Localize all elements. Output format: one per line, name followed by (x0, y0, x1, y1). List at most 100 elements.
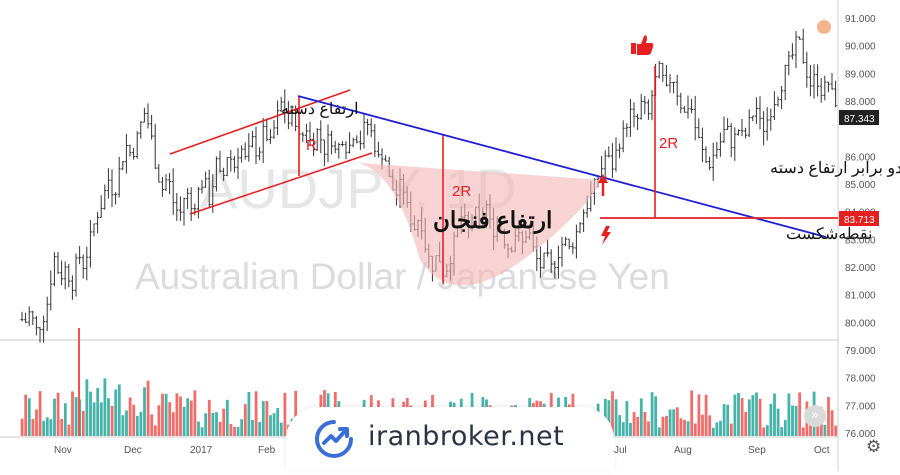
last-price-tag: 87.343 (839, 110, 879, 125)
volume-bar (816, 419, 820, 436)
volume-bar (733, 394, 737, 436)
volume-bar (701, 414, 704, 436)
time-axis: Nov Dec 2017 Feb Jul Aug Sep Oct (54, 445, 830, 456)
handle-channel-bottom (189, 152, 373, 215)
price-bar (344, 141, 348, 160)
volume-bar (35, 409, 38, 436)
price-bar (636, 113, 640, 130)
volume-bar (251, 420, 254, 436)
volume-bar (161, 393, 164, 436)
volume-bar (686, 421, 690, 436)
price-bar (319, 120, 323, 154)
volume-bar (747, 399, 751, 436)
price-bar (326, 124, 330, 163)
price-bar (830, 72, 834, 90)
price-bar (254, 126, 258, 165)
price-bar (560, 236, 564, 267)
price-bar (56, 251, 60, 274)
price-bar (92, 223, 96, 237)
price-bar (628, 99, 632, 137)
price-bar (765, 107, 769, 141)
price-bar (117, 156, 121, 198)
price-bar (142, 107, 146, 123)
price-bar (553, 261, 557, 279)
volume-bar (229, 424, 233, 436)
gear-icon[interactable]: ⚙ (866, 437, 882, 457)
price-bar (762, 111, 766, 146)
price-bar (808, 64, 812, 97)
price-bar (243, 142, 247, 160)
price-bar (358, 130, 362, 150)
volume-bar (740, 398, 744, 436)
price-bar (790, 43, 794, 60)
volume-bar (74, 397, 78, 436)
scroll-right-button[interactable]: » (804, 405, 826, 427)
price-bar (132, 147, 136, 160)
volume-bar (27, 398, 31, 436)
price-bar (85, 246, 89, 281)
time-tick-label: Jul (614, 445, 627, 456)
twice-handle-label: دو برابر ارتفاع دسته (770, 160, 900, 177)
volume-bar (708, 415, 712, 436)
price-bar (376, 141, 380, 158)
price-bar (643, 95, 647, 115)
price-bar (542, 252, 546, 270)
handle-height-label: ارتفاع دسته (281, 101, 359, 118)
price-bar (182, 197, 186, 226)
volume-bar (215, 412, 218, 436)
price-bar (247, 133, 251, 162)
price-bar (603, 150, 607, 180)
price-bar (279, 96, 283, 112)
volume-bar (665, 415, 668, 436)
price-bar (747, 109, 751, 138)
volume-bar (607, 400, 611, 436)
volume-bar (614, 399, 618, 436)
price-bar (564, 236, 568, 247)
price-bar (740, 118, 744, 137)
volume-bar (222, 408, 226, 436)
price-bar (20, 311, 24, 322)
time-tick-label: Oct (814, 445, 830, 456)
volume-bar (625, 401, 629, 436)
price-bar (168, 173, 172, 195)
volume-bar (247, 392, 251, 436)
volume-bar (20, 418, 24, 436)
volume-bar (125, 410, 128, 436)
price-bar (229, 149, 233, 172)
price-bar (128, 144, 132, 157)
volume-bar (823, 424, 827, 436)
volume-bar (132, 404, 136, 436)
last-price-value: 87.343 (844, 114, 875, 125)
volume-bar (765, 425, 769, 436)
volume-bar (773, 393, 776, 436)
resistance-trendline (297, 95, 827, 238)
price-bar (337, 142, 341, 159)
price-bar (826, 81, 830, 93)
price-bar (578, 222, 582, 234)
volume-bar (197, 421, 200, 436)
price-bar (139, 120, 143, 139)
volume-bar (783, 420, 787, 436)
volume-bar (283, 392, 287, 436)
price-bar (38, 327, 42, 343)
price-bar (99, 195, 103, 218)
volume-bar (654, 396, 658, 436)
price-bar (70, 275, 74, 300)
alert-dot-icon[interactable] (817, 20, 831, 34)
volume-bar (71, 391, 74, 436)
price-bar (268, 128, 272, 145)
volume-bar (672, 409, 676, 436)
price-bar (153, 123, 157, 170)
time-tick-label: Nov (54, 445, 72, 456)
volume-bar (103, 378, 107, 436)
price-bar (794, 31, 798, 69)
cup-height-label: ارتفاع فنجان (433, 207, 552, 235)
volume-bar (787, 393, 791, 436)
volume-bar (711, 427, 715, 436)
volume-bar (96, 387, 100, 436)
price-bar (175, 192, 179, 221)
volume-bar (143, 387, 146, 436)
price-bar (816, 64, 820, 97)
price-bar (682, 106, 686, 113)
